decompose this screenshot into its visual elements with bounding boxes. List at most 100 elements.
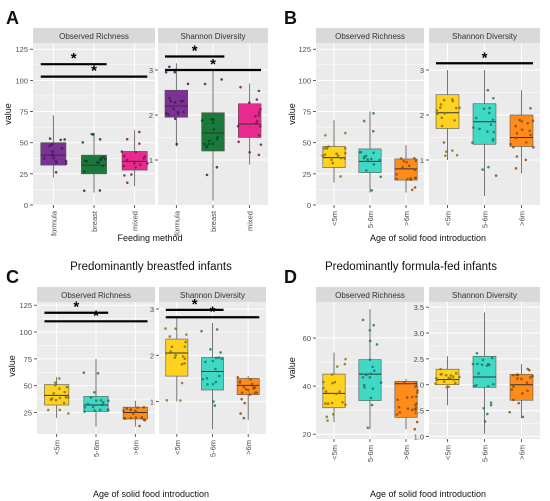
data-point <box>58 387 61 390</box>
data-point <box>515 132 519 135</box>
data-point <box>217 374 221 378</box>
data-point <box>63 390 66 394</box>
data-point <box>164 327 167 330</box>
data-point <box>368 339 372 343</box>
data-point <box>341 401 344 404</box>
data-point <box>257 134 261 137</box>
y-tick-label: 100 <box>298 76 311 85</box>
box-mixed <box>236 83 263 165</box>
data-point <box>434 382 437 385</box>
data-point <box>205 145 208 149</box>
data-point <box>180 381 184 385</box>
data-point <box>525 381 529 384</box>
data-point <box>212 118 215 121</box>
box-5m <box>44 377 70 418</box>
data-point <box>210 117 213 121</box>
data-point <box>211 121 215 125</box>
data-point <box>489 123 493 127</box>
data-point <box>107 399 110 403</box>
facet-strip <box>429 28 540 43</box>
data-point <box>321 154 324 157</box>
data-point <box>447 385 451 389</box>
data-point <box>409 177 412 180</box>
data-point <box>447 376 450 380</box>
data-point <box>520 377 523 381</box>
data-point <box>331 381 334 385</box>
data-point <box>168 65 171 69</box>
data-point <box>53 383 57 387</box>
y-axis-title-d: value <box>287 357 297 379</box>
data-point <box>259 108 262 111</box>
data-point <box>82 170 86 173</box>
data-point <box>458 375 461 379</box>
data-point <box>183 362 186 365</box>
data-point <box>83 159 87 163</box>
box-5m <box>164 315 189 402</box>
data-point <box>518 118 522 122</box>
data-point <box>175 142 179 146</box>
box-formula <box>164 63 190 147</box>
box-mixed <box>120 130 149 187</box>
data-point <box>414 403 417 407</box>
data-point <box>53 381 57 385</box>
data-point <box>206 383 209 386</box>
data-point <box>66 396 70 399</box>
data-point <box>442 98 446 102</box>
y-axis-title-b: value <box>287 103 297 125</box>
data-point <box>164 351 168 355</box>
data-point <box>46 408 50 412</box>
data-point <box>442 380 446 383</box>
facet-strip <box>158 28 268 43</box>
data-point <box>490 356 494 360</box>
data-point <box>406 177 409 181</box>
data-point <box>344 403 347 406</box>
data-point <box>529 106 532 110</box>
data-point <box>137 130 141 134</box>
data-point <box>324 402 327 405</box>
data-point <box>326 419 329 422</box>
data-point <box>344 131 347 135</box>
data-point <box>255 98 259 101</box>
data-point <box>364 373 368 377</box>
data-point <box>476 362 479 366</box>
data-point <box>130 173 133 176</box>
box-6m <box>122 400 148 428</box>
data-point <box>491 137 495 141</box>
data-point <box>214 367 217 371</box>
data-point <box>524 158 528 162</box>
y-tick-label: 3 <box>150 305 154 314</box>
data-point <box>322 147 326 150</box>
data-point <box>172 107 175 111</box>
data-point <box>324 146 328 149</box>
data-point <box>401 165 404 169</box>
data-point <box>415 420 419 424</box>
data-point <box>134 150 138 154</box>
data-point <box>516 377 519 380</box>
data-point <box>343 362 347 366</box>
box-5m <box>322 352 347 423</box>
box-iqr <box>435 94 460 129</box>
data-point <box>169 350 172 353</box>
data-point <box>98 189 102 192</box>
data-point <box>454 372 458 375</box>
data-point <box>185 333 188 336</box>
facet-a-richness: Observed Richness 0 25 50 75 100 125 formula bre… <box>15 28 155 236</box>
y-tick-label: 25 <box>24 409 32 418</box>
data-point <box>369 372 373 376</box>
data-point <box>449 374 453 377</box>
x-tick-label: 5-6m <box>366 211 375 228</box>
x-tick-label: formula <box>49 210 58 236</box>
data-point <box>182 99 185 103</box>
x-tick-label: >6m <box>131 440 140 455</box>
data-point <box>244 387 248 391</box>
box-iqr <box>394 158 418 181</box>
data-point <box>54 171 58 174</box>
data-point <box>373 369 376 373</box>
data-point <box>405 396 409 399</box>
data-point <box>50 153 54 157</box>
box-56m <box>471 312 497 434</box>
data-point <box>439 373 443 376</box>
data-point <box>362 119 366 123</box>
data-point <box>240 397 243 401</box>
data-point <box>486 385 490 388</box>
